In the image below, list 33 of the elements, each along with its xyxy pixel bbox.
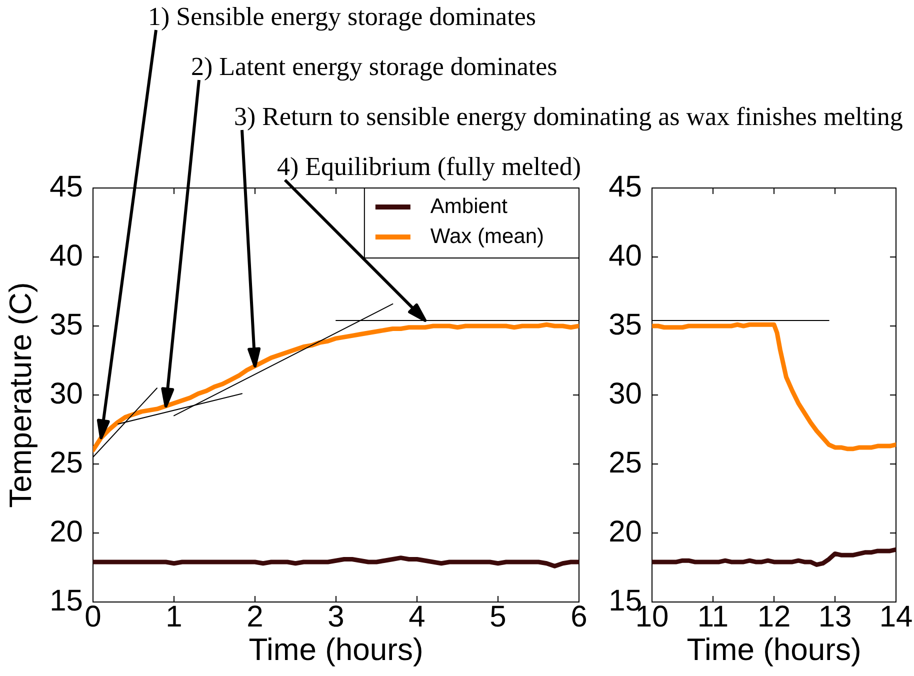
y-tick-label: 35 (608, 308, 642, 342)
x-tick-label: 13 (818, 600, 852, 634)
y-tick-label: 20 (608, 515, 642, 548)
x-tick-label: 3 (328, 600, 344, 634)
y-tick-label: 40 (50, 239, 83, 272)
y-tick-label: 15 (50, 584, 83, 618)
y-tick-label: 30 (50, 377, 83, 410)
annotation: 4) Equilibrium (fully melted) (277, 152, 581, 181)
x-tick-label: 5 (490, 600, 506, 634)
y-tick-label: 30 (608, 377, 642, 410)
x-tick-label: 11 (697, 600, 729, 634)
y-tick-label: 40 (608, 239, 642, 272)
legend-label: Ambient (430, 194, 508, 218)
x-axis-title: Time (hours) (248, 632, 424, 667)
y-tick-label: 20 (50, 515, 83, 548)
y-tick-label: 45 (608, 170, 642, 204)
x-tick-label: 14 (879, 600, 913, 634)
annotation: 1) Sensible energy storage dominates (148, 2, 536, 31)
x-tick-label: 12 (757, 600, 791, 634)
x-tick-label: 2 (246, 600, 264, 634)
x-tick-label: 1 (166, 600, 182, 634)
y-tick-label: 25 (608, 446, 642, 480)
y-tick-label: 35 (50, 308, 83, 342)
y-tick-label: 25 (50, 446, 83, 480)
legend-label: Wax (mean) (430, 224, 544, 248)
x-tick-label: 4 (408, 600, 426, 634)
annotation: 2) Latent energy storage dominates (191, 52, 558, 81)
x-tick-label: 6 (570, 600, 588, 634)
x-axis-title: Time (hours) (686, 632, 862, 667)
x-tick-label: 0 (84, 600, 102, 634)
y-tick-label: 45 (50, 170, 83, 204)
annotation: 3) Return to sensible energy dominating as wax finishes melting (234, 102, 903, 131)
y-axis-title: Temperature (C) (3, 282, 38, 508)
